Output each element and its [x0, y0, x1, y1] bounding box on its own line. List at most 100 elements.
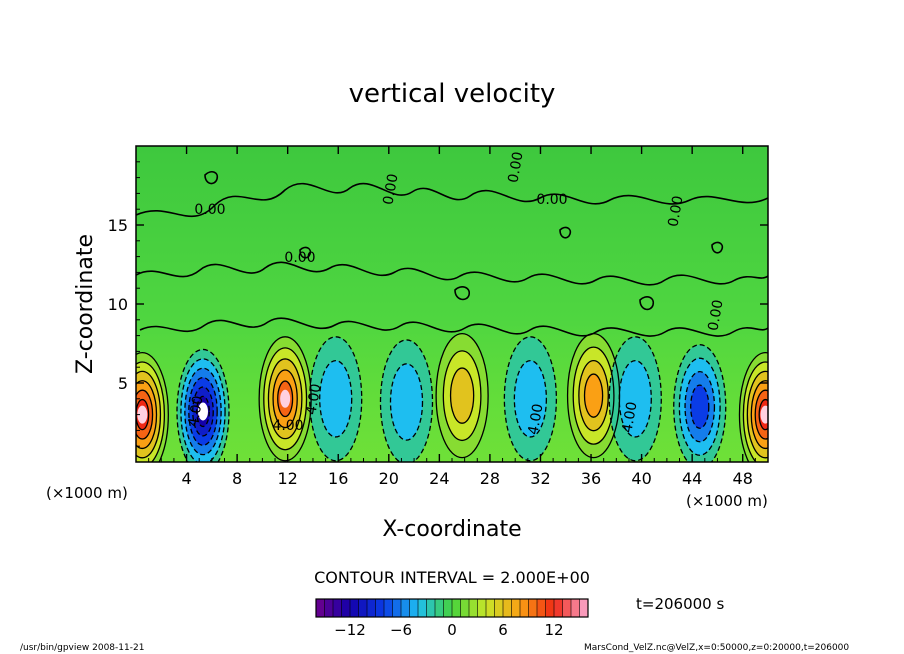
contour-label: 0.00 [284, 250, 315, 266]
cell-level [584, 374, 603, 418]
cell-contour [758, 398, 768, 431]
colorbar-swatch [324, 599, 334, 617]
chart-title: vertical velocity [349, 79, 556, 109]
cell-contour [678, 357, 721, 456]
cell-level [690, 385, 709, 429]
footer-left: /usr/bin/gpview 2008-11-21 [20, 643, 144, 653]
colorbar-swatch [435, 599, 444, 617]
cell-core [760, 405, 768, 424]
cell-contour [754, 389, 768, 440]
colorbar-swatch [341, 599, 351, 617]
colorbar-swatch [358, 599, 368, 617]
colorbar-tick-label: −12 [334, 621, 366, 639]
colorbar-swatch [545, 599, 555, 617]
cell-contour [750, 380, 768, 450]
colorbar-swatch [477, 599, 487, 617]
cell-contour [746, 370, 768, 459]
cell-contour [267, 358, 303, 440]
cell-contour [449, 367, 475, 424]
colorbar [315, 598, 589, 618]
cell-contour [583, 373, 604, 418]
contour-label: 4.00 [525, 403, 546, 436]
cell-level [619, 360, 652, 437]
contour-label: 0.00 [380, 173, 401, 206]
x-tick-label: 28 [480, 469, 500, 488]
colorbar-swatch [486, 599, 495, 617]
cell-contour [503, 336, 558, 462]
velocity-cells [136, 333, 768, 462]
cell-contour [136, 389, 154, 440]
colorbar-swatch [520, 599, 529, 617]
cell-3 [309, 336, 362, 461]
contour-label: 0.00 [194, 202, 225, 218]
cell-contour [673, 344, 727, 462]
colorbar-swatch [367, 599, 376, 617]
cell-4 [380, 339, 433, 462]
x-axis-label: X-coordinate [382, 517, 521, 542]
x-tick-label: 4 [181, 469, 191, 488]
colorbar-swatch [384, 599, 393, 617]
cell-level [514, 360, 547, 437]
colorbar-frame [315, 598, 589, 618]
cell-contour [136, 370, 162, 459]
cell-contour [309, 336, 363, 462]
contour-labels: 0.000.000.000.000.00 0.000.004.00 4.004.00… [185, 151, 726, 436]
colorbar-tick-label: 6 [498, 621, 508, 639]
cell-contour [572, 346, 615, 445]
colorbar-tick-label: 0 [447, 621, 457, 639]
cell-core [197, 402, 208, 421]
x-tick-label: 16 [328, 469, 348, 488]
cell-contour [272, 369, 298, 429]
colorbar-swatch [579, 599, 589, 617]
cell-contour [180, 358, 226, 462]
contour-label: 0.00 [536, 192, 567, 208]
cell-contour [608, 336, 662, 462]
cell-contour [136, 380, 158, 450]
colorbar-swatch [562, 599, 572, 617]
colorbar-tick-label: −6 [390, 621, 412, 639]
y-tick-label: 5 [118, 374, 128, 393]
contour-label: 0.00 [705, 299, 726, 332]
colorbar-swatch [503, 599, 512, 617]
cell-contour [435, 332, 489, 459]
cell-core [280, 389, 291, 408]
contour-interval: CONTOUR INTERVAL = 2.000E+00 [314, 568, 590, 587]
y-tick-label: 15 [108, 216, 128, 235]
colorbar-swatch [537, 599, 546, 617]
y-tick-label: 10 [108, 295, 128, 314]
contour-label: 0.00 [505, 151, 526, 184]
contour-label: 4.00 [185, 395, 206, 428]
colorbar-swatch [443, 599, 453, 617]
x-tick-label: 44 [682, 469, 702, 488]
x-unit-right: (×1000 m) [686, 492, 768, 510]
colorbar-tick-label: 12 [544, 621, 563, 639]
cell-contour [176, 348, 230, 462]
colorbar-swatch [494, 599, 504, 617]
x-tick-label: 36 [581, 469, 601, 488]
colorbar-swatch [554, 599, 563, 617]
y-axis: 5 10 15 [108, 161, 768, 447]
colorbar-swatch [528, 599, 538, 617]
cell-level [319, 360, 352, 437]
cell-contour [389, 363, 424, 441]
cell-contour [578, 359, 609, 432]
x-tick-label: 12 [278, 469, 298, 488]
cell-6 [504, 336, 557, 461]
cell-contour [442, 350, 482, 442]
x-tick-label: 40 [631, 469, 651, 488]
cell-contour [136, 361, 166, 462]
colorbar-swatch [333, 599, 342, 617]
cell-contour [136, 351, 169, 462]
cell-contour [618, 359, 652, 438]
colorbar-swatch [392, 599, 402, 617]
cell-contour [319, 359, 353, 438]
colorbar-swatch [571, 599, 580, 617]
cell-contour [188, 376, 218, 446]
contour-label: 4.00 [619, 401, 640, 434]
cell-contour-lines [136, 332, 768, 462]
cell-contour [196, 395, 210, 428]
x-unit-left: (×1000 m) [46, 484, 128, 502]
contour-label: 4.00 [303, 383, 324, 416]
footer-right: MarsCond_VelZ.nc@VelZ,x=0:50000,z=0:2000… [584, 643, 849, 653]
cell-contour [738, 351, 768, 462]
